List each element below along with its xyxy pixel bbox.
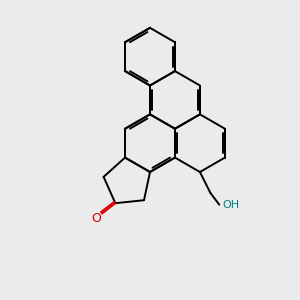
Text: OH: OH	[222, 200, 239, 210]
Text: O: O	[92, 212, 101, 225]
